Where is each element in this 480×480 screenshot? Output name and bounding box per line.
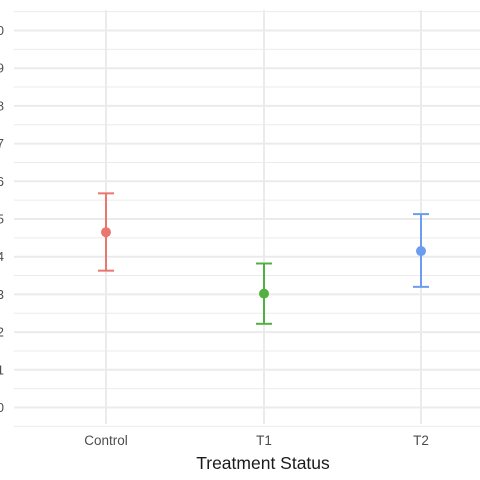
y-tick-label: 0 — [0, 23, 4, 38]
y-tick-label: 5 — [0, 212, 4, 227]
data-point — [101, 227, 111, 238]
y-tick-label: 1 — [0, 362, 4, 377]
data-point — [416, 246, 426, 257]
y-tick-label: 3 — [0, 287, 4, 302]
x-axis-tick-labels: Control T1 T2 — [84, 433, 429, 448]
y-tick-label: 9 — [0, 61, 4, 76]
y-tick-label: 0 — [0, 400, 4, 415]
y-tick-label: 6 — [0, 174, 4, 189]
y-axis-tick-labels: 0 1 2 3 4 5 6 7 8 9 0 — [0, 23, 4, 415]
y-tick-label: 2 — [0, 325, 4, 340]
major-gridlines — [14, 29, 480, 409]
error-bar-group — [256, 262, 272, 325]
data-marks — [98, 192, 429, 325]
minor-gridlines — [14, 11, 480, 427]
y-tick-label: 7 — [0, 136, 4, 151]
data-point — [259, 288, 269, 299]
x-tick-label: Control — [84, 433, 128, 448]
y-tick-label: 4 — [0, 249, 4, 264]
vertical-gridlines — [105, 10, 422, 424]
x-axis-title: Treatment Status — [196, 453, 330, 473]
error-bar-group — [413, 213, 429, 288]
y-tick-label: 8 — [0, 98, 4, 113]
x-tick-label: T1 — [256, 433, 272, 448]
x-tick-label: T2 — [413, 433, 429, 448]
error-bar-group — [98, 192, 114, 272]
